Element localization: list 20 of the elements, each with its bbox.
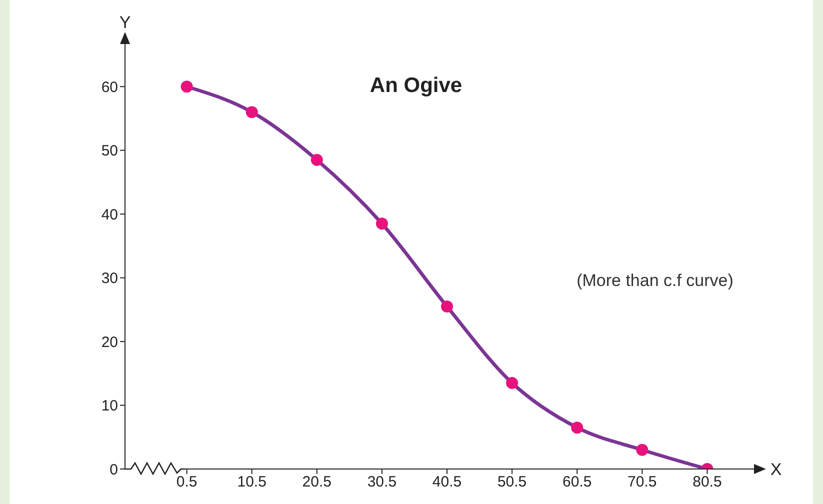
y-tick-label: 40: [101, 206, 118, 224]
y-tick-label: 10: [101, 398, 118, 415]
x-tick-label: 30.5: [367, 474, 397, 491]
y-tick-label: 30: [101, 270, 118, 288]
x-tick-label: 0.5: [176, 474, 198, 491]
y-axis-title: Y: [119, 13, 131, 32]
y-tick-label: 0: [110, 461, 118, 478]
x-tick-label: 60.5: [562, 474, 592, 491]
x-tick-label: 80.5: [692, 474, 722, 491]
x-tick-label: 70.5: [628, 474, 657, 491]
x-tick-label: 40.5: [432, 474, 462, 491]
annotation: (More than c.f curve): [576, 271, 734, 290]
y-tick-label: 60: [101, 78, 118, 96]
x-tick-label: 20.5: [302, 474, 332, 491]
x-tick-label: 50.5: [497, 474, 527, 491]
text: An Ogive: [370, 74, 462, 97]
y-tick-label: 20: [101, 334, 118, 351]
x-tick-label: 10.5: [237, 474, 266, 491]
y-tick-label: 50: [101, 142, 118, 160]
x-axis-title: X: [770, 460, 782, 479]
